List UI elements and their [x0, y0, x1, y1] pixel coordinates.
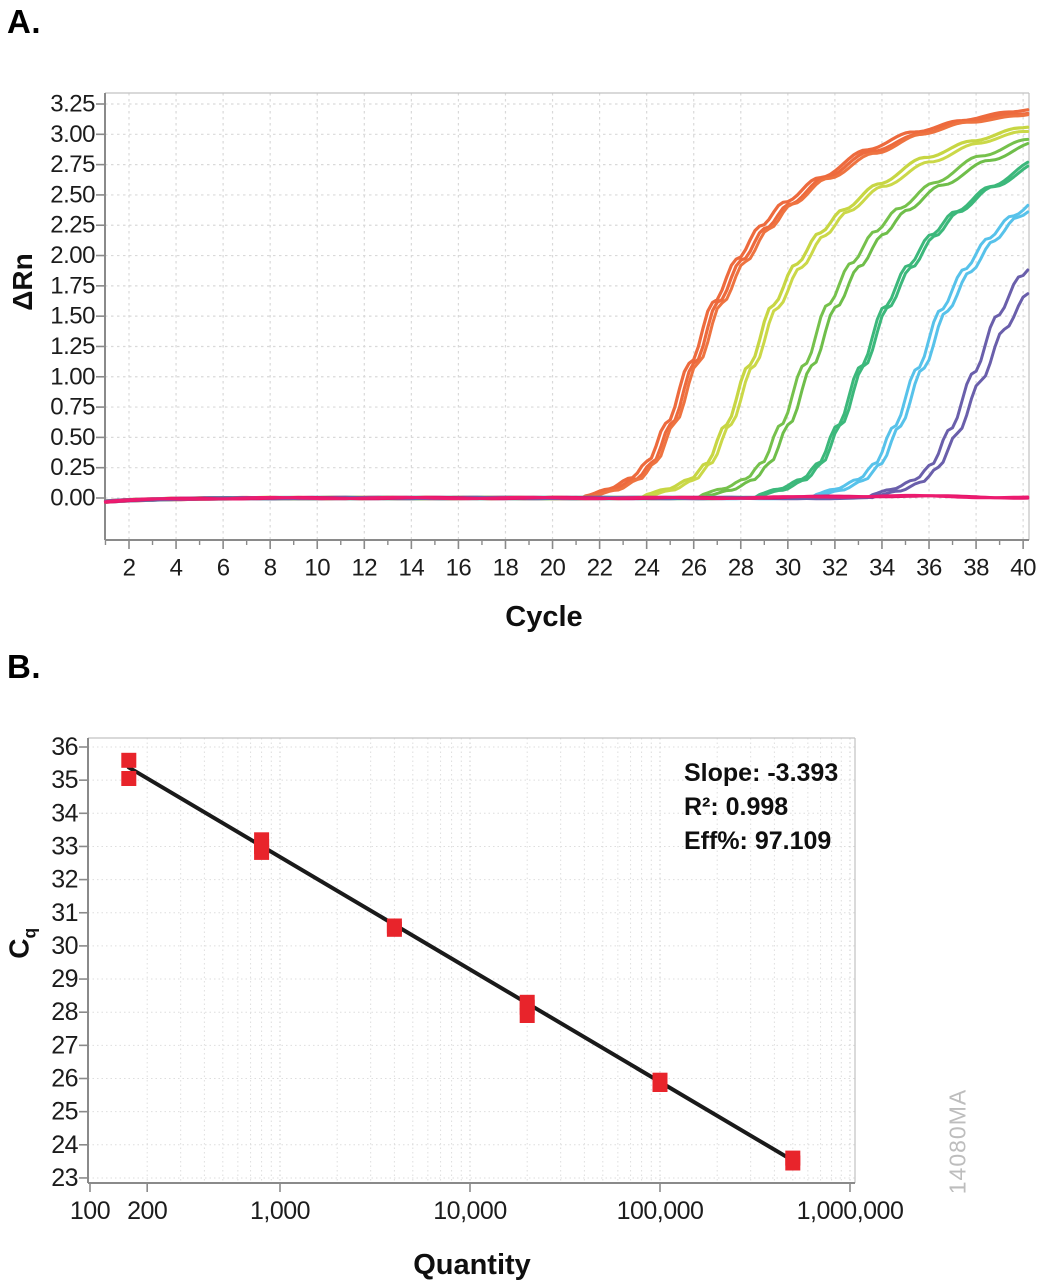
x-tick-label: 24 — [634, 555, 660, 582]
slope-value: Slope: -3.393 — [684, 759, 839, 787]
y-tick-label: 2.75 — [50, 151, 95, 178]
fit-statistics: Slope: -3.393 R²: 0.998 Eff%: 97.109 — [684, 756, 838, 858]
y-tick-label: 2.25 — [50, 212, 95, 239]
data-point-marker — [121, 771, 137, 786]
x-tick-label: 20 — [540, 555, 566, 582]
x-tick-label: 10 — [304, 555, 330, 582]
y-tick-label: 28 — [51, 998, 78, 1026]
y-tick-label: 0.25 — [50, 454, 95, 481]
y-tick-label: 2.50 — [50, 181, 95, 208]
x-tick-label: 38 — [963, 555, 989, 582]
x-tick-label: 200 — [127, 1197, 167, 1225]
y-tick-label: 3.00 — [50, 121, 95, 148]
x-axis-label-quantity: Quantity — [413, 1249, 531, 1281]
amplification-curve — [104, 268, 1030, 503]
watermark-id: 14080MA — [944, 1088, 971, 1195]
amplification-curve — [104, 292, 1030, 503]
cq-label-subscript: q — [19, 927, 40, 939]
data-point-marker — [386, 921, 402, 937]
y-axis-label-drn: ΔRn — [7, 253, 38, 311]
x-tick-label: 16 — [446, 555, 472, 582]
y-axis-label-cq: Cq — [4, 873, 41, 1013]
cq-label-main: C — [3, 938, 35, 959]
y-tick-label: 33 — [51, 832, 78, 860]
data-point-marker — [652, 1077, 668, 1092]
amplification-curve — [104, 493, 1030, 504]
x-tick-label: 100 — [70, 1197, 110, 1225]
data-point-marker — [519, 1008, 535, 1023]
x-tick-label: 34 — [869, 555, 895, 582]
r-squared-value: R²: 0.998 — [684, 793, 789, 821]
x-tick-label: 2 — [123, 555, 136, 582]
x-tick-label: 10,000 — [433, 1197, 506, 1225]
x-tick-label: 28 — [728, 555, 754, 582]
x-tick-label: 26 — [681, 555, 707, 582]
amplification-plot: 2 4 6 8 10 12 14 16 18 20 22 24 26 28 30 32 34 36 38 400.00… — [50, 91, 1036, 582]
y-tick-label: 32 — [51, 866, 78, 894]
y-tick-label: 2.00 — [50, 242, 95, 269]
y-tick-label: 0.75 — [50, 394, 95, 421]
x-tick-label: 32 — [822, 555, 848, 582]
x-tick-label: 40 — [1010, 555, 1036, 582]
data-point-marker — [254, 844, 270, 860]
y-tick-label: 0.00 — [50, 485, 95, 512]
y-tick-label: 27 — [51, 1031, 78, 1059]
x-tick-label: 1,000,000 — [797, 1197, 904, 1225]
efficiency-value: Eff%: 97.109 — [684, 827, 832, 855]
y-tick-label: 1.00 — [50, 363, 95, 390]
y-tick-label: 26 — [51, 1065, 78, 1093]
y-tick-label: 36 — [51, 733, 78, 761]
panel-b-label: B. — [7, 648, 41, 685]
y-tick-label: 34 — [51, 799, 78, 827]
x-tick-label: 4 — [170, 555, 183, 582]
y-tick-label: 30 — [51, 932, 78, 960]
y-tick-label: 35 — [51, 766, 78, 794]
data-point-marker — [785, 1155, 801, 1171]
y-tick-label: 3.25 — [50, 91, 95, 118]
y-tick-label: 24 — [51, 1131, 78, 1159]
panel-a-label: A. — [7, 3, 41, 40]
standard-curve-plot: 100 200 1,000 10,000 100,000 1,000,000 23 24 25 2… — [51, 733, 904, 1225]
y-tick-label: 0.50 — [50, 424, 95, 451]
regression-line — [126, 765, 799, 1165]
x-tick-label: 36 — [916, 555, 942, 582]
x-tick-label: 22 — [587, 555, 613, 582]
x-tick-label: 100,000 — [617, 1197, 704, 1225]
amplification-curve — [104, 203, 1030, 504]
x-tick-label: 14 — [399, 555, 425, 582]
x-tick-label: 1,000 — [250, 1197, 310, 1225]
x-axis-label-cycle: Cycle — [505, 601, 583, 633]
y-tick-label: 31 — [51, 899, 78, 927]
y-tick-label: 1.75 — [50, 272, 95, 299]
y-tick-label: 29 — [51, 965, 78, 993]
x-tick-label: 30 — [775, 555, 801, 582]
x-tick-label: 6 — [217, 555, 230, 582]
y-tick-label: 1.50 — [50, 303, 95, 330]
x-tick-label: 18 — [493, 555, 519, 582]
y-tick-label: 23 — [51, 1164, 78, 1192]
y-tick-label: 25 — [51, 1098, 78, 1126]
x-tick-label: 8 — [264, 555, 277, 582]
y-tick-label: 1.25 — [50, 333, 95, 360]
x-tick-label: 12 — [351, 555, 377, 582]
data-point-marker — [121, 752, 137, 768]
